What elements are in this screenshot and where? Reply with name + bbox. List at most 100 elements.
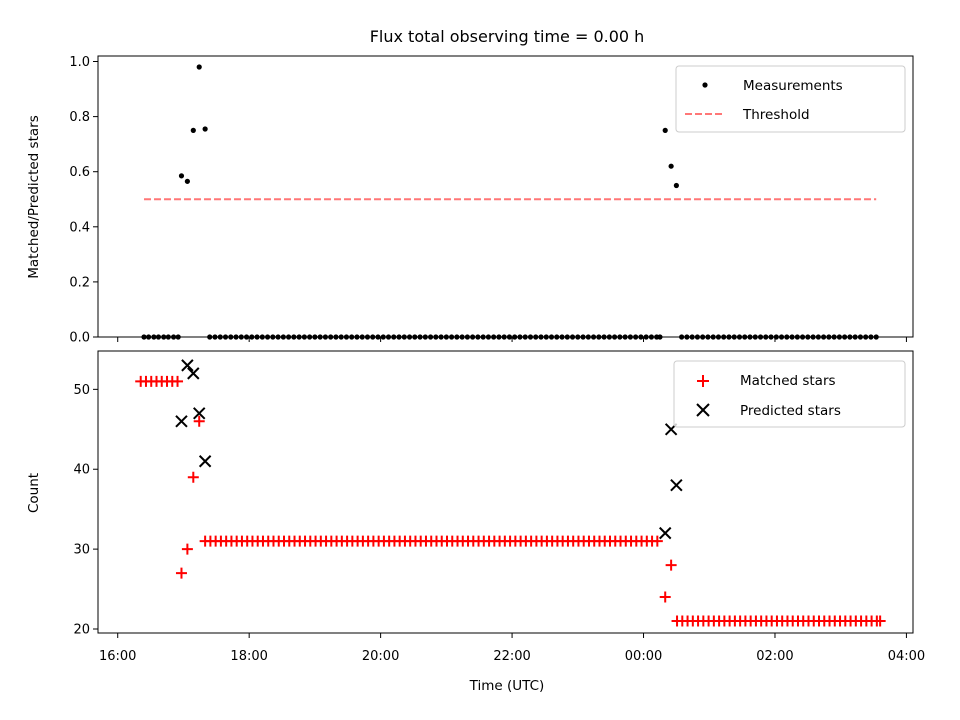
- measurement-point: [480, 334, 486, 340]
- matched-star-point: [187, 471, 199, 483]
- top-x-axis: [117, 337, 907, 342]
- top-plot-area: 0.0 0.2 0.4 0.6 0.8 1.0: [69, 55, 914, 346]
- measurement-point: [222, 334, 229, 340]
- measurement-point: [270, 334, 276, 340]
- predicted-star-point: [198, 455, 212, 468]
- measurement-point: [464, 334, 470, 340]
- measurement-point: [726, 334, 732, 340]
- measurement-point: [485, 334, 492, 340]
- measurement-point: [606, 334, 612, 340]
- measurement-point: [406, 334, 413, 340]
- matched-star-point: [874, 615, 886, 627]
- measurement-point: [715, 334, 722, 340]
- measurement-point: [805, 334, 811, 340]
- measurement-point: [742, 334, 748, 340]
- x-tick-label: 16:00: [99, 649, 136, 664]
- matched-star-point: [651, 535, 663, 547]
- y-tick-label: 50: [73, 383, 90, 398]
- measurement-point: [170, 334, 177, 340]
- measurement-point: [612, 334, 618, 340]
- measurement-point: [590, 334, 597, 340]
- measurement-point: [249, 334, 255, 340]
- measurement-point: [721, 334, 727, 340]
- measurement-point: [836, 334, 842, 340]
- measurement-point: [668, 163, 674, 169]
- measurement-point: [175, 334, 181, 340]
- measurement-point: [178, 173, 185, 179]
- measurement-point: [328, 334, 334, 340]
- measurement-point: [638, 334, 644, 340]
- measurement-point: [873, 334, 879, 340]
- measurement-point: [831, 334, 837, 340]
- measurement-point: [349, 334, 355, 340]
- measurement-point: [517, 334, 523, 340]
- x-tick-label: 20:00: [362, 649, 399, 664]
- measurement-point: [554, 334, 560, 340]
- measurement-point: [317, 334, 323, 340]
- measurement-point: [417, 334, 423, 340]
- predicted-star-point: [193, 407, 206, 420]
- measurement-point: [863, 334, 869, 340]
- measurement-point: [449, 334, 455, 340]
- measurement-point: [286, 334, 292, 340]
- measurement-point: [141, 334, 147, 340]
- measurement-point: [238, 334, 244, 340]
- measurement-point: [601, 334, 607, 340]
- y-tick-label: 0.4: [69, 220, 90, 235]
- bottom-x-axis: 16:00 18:00 20:00 22:00 00:00 02:00 04:00: [99, 633, 925, 664]
- measurement-point: [459, 334, 465, 340]
- measurement-point: [794, 334, 800, 340]
- measurement-point: [375, 334, 381, 340]
- measurement-point: [768, 334, 774, 340]
- measurement-point: [370, 334, 376, 340]
- x-tick-label: 00:00: [625, 649, 662, 664]
- measurement-point: [689, 334, 695, 340]
- measurement-point: [705, 334, 711, 340]
- measurement-point: [338, 334, 344, 340]
- measurement-point: [385, 334, 392, 340]
- measurement-point: [280, 334, 286, 340]
- legend-predicted-label: Predicted stars: [740, 403, 841, 419]
- measurement-point: [228, 334, 234, 340]
- measurement-point: [307, 334, 313, 340]
- measurement-point: [575, 334, 581, 340]
- measurement-point: [585, 334, 591, 340]
- y-tick-label: 30: [73, 543, 90, 558]
- bottom-y-axis-label: Count: [26, 473, 42, 513]
- predicted-star-point: [670, 479, 683, 492]
- bottom-plot-area: 20 30 40 50 16:00 18:00 20:00 22:00 00:00 02:00 0…: [73, 350, 925, 664]
- measurement-point: [401, 334, 407, 340]
- measurement-point: [264, 334, 271, 340]
- measurement-point: [443, 334, 449, 340]
- top-y-axis: 0.0 0.2 0.4 0.6 0.8 1.0: [69, 55, 98, 346]
- measurement-point: [757, 334, 764, 340]
- measurement-point: [501, 334, 507, 340]
- bottom-series-marks: [135, 359, 886, 627]
- measurement-point: [296, 334, 302, 340]
- matched-star-point: [175, 567, 187, 579]
- measurement-point: [155, 334, 162, 340]
- measurement-point: [773, 334, 779, 340]
- measurement-point: [184, 178, 190, 184]
- top-legend-box: [675, 65, 906, 133]
- x-tick-label: 18:00: [230, 649, 267, 664]
- measurement-point: [580, 334, 586, 340]
- measurement-point: [364, 334, 371, 340]
- x-tick-label: 22:00: [493, 649, 530, 664]
- measurement-point: [627, 334, 633, 340]
- measurement-point: [815, 334, 821, 340]
- matched-star-point: [665, 559, 677, 571]
- measurement-point: [789, 334, 795, 340]
- measurement-point: [569, 334, 576, 340]
- measurement-point: [333, 334, 339, 340]
- measurement-point: [151, 334, 157, 340]
- measurement-point: [454, 334, 460, 340]
- measurement-point: [747, 334, 753, 340]
- measurement-point: [165, 334, 171, 340]
- measurement-point: [522, 334, 528, 340]
- legend-matched-label: Matched stars: [740, 373, 836, 389]
- measurement-point: [564, 334, 570, 340]
- measurement-point: [662, 127, 668, 133]
- measurement-point: [412, 334, 418, 340]
- measurement-point: [196, 64, 202, 70]
